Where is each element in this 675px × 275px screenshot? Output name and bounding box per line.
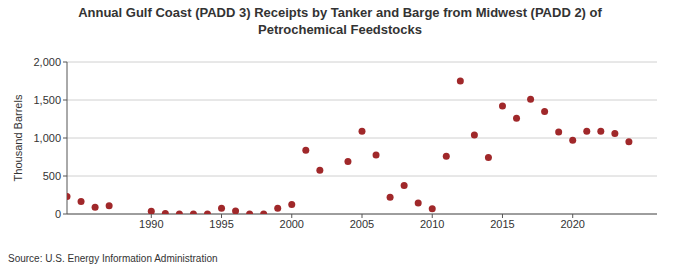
svg-text:2015: 2015 (490, 218, 514, 230)
svg-text:2020: 2020 (560, 218, 584, 230)
svg-text:2005: 2005 (350, 218, 374, 230)
svg-text:0: 0 (55, 208, 61, 220)
svg-text:1,000: 1,000 (33, 132, 61, 144)
svg-text:Thousand Barrels: Thousand Barrels (12, 94, 24, 181)
svg-text:500: 500 (43, 170, 61, 182)
html-text:Annual Gulf Coast (PADD 3) Rec: Annual Gulf Coast (PADD 3) Receipts by T… (78, 5, 602, 37)
svg-text:2010: 2010 (420, 218, 444, 230)
svg-text:1990: 1990 (139, 218, 163, 230)
svg-text:2,000: 2,000 (33, 56, 61, 68)
svg-text:2000: 2000 (280, 218, 304, 230)
svg-text:1995: 1995 (209, 218, 233, 230)
html-text:Source: U.S. Energy Informatio: Source: U.S. Energy Information Administ… (8, 253, 218, 264)
svg-text:1,500: 1,500 (33, 94, 61, 106)
